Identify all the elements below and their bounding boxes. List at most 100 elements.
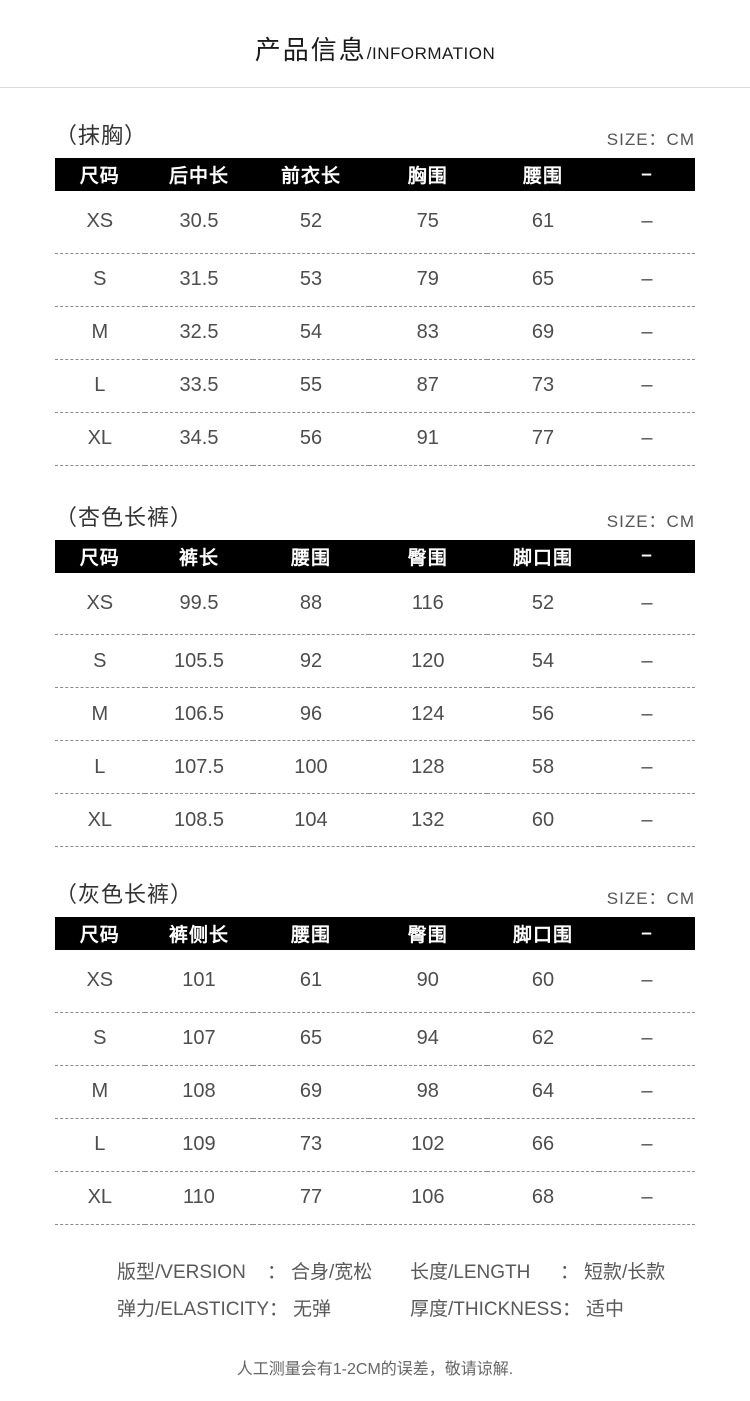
measurement-cell: 54 <box>486 634 599 688</box>
measurement-cell: 73 <box>486 359 599 413</box>
measurement-cell: 120 <box>368 634 487 688</box>
spec-value: 短款/长款 <box>584 1261 666 1283</box>
table-row: S 105.5 92 120 54– <box>55 634 695 688</box>
measurement-cell: – <box>598 687 695 741</box>
spec-value: 无弹 <box>293 1298 332 1320</box>
measurement-cell: 94 <box>368 1012 487 1066</box>
size-cell: M <box>55 306 145 360</box>
measurement-cell: 109 <box>144 1118 254 1172</box>
size-cell: XS <box>55 950 145 1013</box>
measurement-cell: 32.5 <box>144 306 254 360</box>
measurement-cell: 68 <box>486 1171 599 1225</box>
column-header: 尺码 <box>55 158 145 191</box>
spec-label: 长度/LENGTH <box>410 1261 531 1283</box>
spec-thickness: 厚度/THICKNESS： 适中 <box>410 1296 665 1323</box>
spec-colon: ： <box>267 1261 287 1283</box>
measurement-cell: 77 <box>486 412 599 466</box>
size-section-grey-pants: （灰色长裤） SIZE：CM 尺码 裤侧长 腰围 臀围 脚口围 – XS 101 6… <box>55 877 695 1225</box>
size-cell: M <box>55 1065 145 1119</box>
spec-elasticity: 弹力/ELASTICITY： 无弹 <box>117 1296 410 1323</box>
size-cell: L <box>55 359 145 413</box>
measurement-cell: 124 <box>368 687 487 741</box>
size-table-apricot-pants: 尺码 裤长 腰围 臀围 脚口围 – XS 99.5 88 116 52– S 105.5 92… <box>55 539 695 847</box>
measurement-cell: – <box>598 950 695 1013</box>
measurement-note: 人工测量会有1-2CM的误差，敬请谅解. <box>236 1360 514 1378</box>
measurement-cell: 106.5 <box>144 687 254 741</box>
measurement-cell: 88 <box>253 572 369 635</box>
table-row: XL 110 77 106 68– <box>55 1171 695 1225</box>
measurement-cell: 56 <box>486 687 599 741</box>
table-body: XS 30.5 52 75 61– S 31.5 53 79 65– M 32.5 54 83 69– L 33… <box>55 191 695 466</box>
spec-colon: ： <box>560 1261 580 1283</box>
product-specs: 版型/VERSION：合身/宽松 弹力/ELASTICITY： 无弹 长度/LEN… <box>117 1259 750 1333</box>
column-header: 胸围 <box>368 158 487 191</box>
measurement-cell: 83 <box>368 306 487 360</box>
measurement-cell: 106 <box>368 1171 487 1225</box>
section-title: （灰色长裤） <box>55 882 194 907</box>
measurement-cell: 101 <box>144 950 254 1013</box>
table-header-row: 尺码 裤侧长 腰围 臀围 脚口围 – <box>55 917 695 950</box>
page-title: 产品信息 <box>254 35 367 65</box>
page-title-en: /INFORMATION <box>366 44 496 63</box>
size-cell: M <box>55 687 145 741</box>
measurement-cell: – <box>598 572 695 635</box>
table-row: M 108 69 98 64– <box>55 1065 695 1119</box>
measurement-cell: 66 <box>486 1118 599 1172</box>
size-unit-label: SIZE：CM <box>606 130 695 149</box>
table-row: XL 34.5 56 91 77– <box>55 412 695 466</box>
specs-left-column: 版型/VERSION ：合身/宽松 弹力/ELASTICITY： 无弹 <box>117 1259 410 1333</box>
column-header: 裤侧长 <box>144 917 254 950</box>
specs-right-column: 长度/LENGTH ：短款/长款 厚度/THICKNESS： 适中 <box>410 1259 665 1333</box>
measurement-cell: 54 <box>253 306 369 360</box>
measurement-cell: 60 <box>486 793 599 847</box>
column-header: 脚口围 <box>486 539 599 573</box>
measurement-cell: 62 <box>486 1012 599 1066</box>
spec-colon: ： <box>562 1298 582 1320</box>
column-header: – <box>598 917 695 950</box>
size-section-apricot-pants: （杏色长裤） SIZE：CM 尺码 裤长 腰围 臀围 脚口围 – XS 99.5 8… <box>55 500 695 847</box>
section-head: （抹胸） SIZE：CM <box>55 118 695 150</box>
measurement-cell: – <box>598 1171 695 1225</box>
measurement-cell: 52 <box>253 191 369 254</box>
measurement-cell: – <box>598 306 695 360</box>
column-header: 尺码 <box>55 917 145 950</box>
column-header: 臀围 <box>368 917 487 950</box>
measurement-cell: 104 <box>253 793 369 847</box>
measurement-cell: 128 <box>368 740 487 794</box>
table-row: S 31.5 53 79 65– <box>55 253 695 307</box>
spec-label: 版型/VERSION <box>117 1261 246 1283</box>
size-cell: XS <box>55 191 145 254</box>
table-row: L 107.5 100 128 58– <box>55 740 695 794</box>
measurement-cell: 132 <box>368 793 487 847</box>
measurement-cell: 75 <box>368 191 487 254</box>
measurement-cell: 69 <box>253 1065 369 1119</box>
measurement-cell: – <box>598 359 695 413</box>
table-row: XL 108.5 104 132 60– <box>55 793 695 847</box>
size-section-tube-top: （抹胸） SIZE：CM 尺码 后中长 前衣长 胸围 腰围 – XS 30.5 52… <box>55 118 695 466</box>
measurement-cell: – <box>598 191 695 254</box>
measurement-cell: 87 <box>368 359 487 413</box>
column-header: 裤长 <box>144 539 254 573</box>
measurement-cell: 116 <box>368 572 487 635</box>
size-cell: S <box>55 253 145 307</box>
table-row: XS 101 61 90 60– <box>55 950 695 1013</box>
measurement-cell: 100 <box>253 740 369 794</box>
measurement-cell: 108.5 <box>144 793 254 847</box>
measurement-cell: 92 <box>253 634 369 688</box>
size-cell: XS <box>55 572 145 635</box>
measurement-cell: 110 <box>144 1171 254 1225</box>
size-unit-label: SIZE：CM <box>606 889 695 908</box>
section-title: （抹胸） <box>55 123 148 148</box>
measurement-cell: – <box>598 1118 695 1172</box>
column-header: 腰围 <box>253 539 369 573</box>
table-row: M 32.5 54 83 69– <box>55 306 695 360</box>
size-cell: XL <box>55 1171 145 1225</box>
measurement-cell: – <box>598 1012 695 1066</box>
spec-version: 版型/VERSION ：合身/宽松 <box>117 1259 410 1286</box>
spec-value: 合身/宽松 <box>291 1261 373 1283</box>
measurement-cell: 77 <box>253 1171 369 1225</box>
measurement-cell: 65 <box>253 1012 369 1066</box>
measurement-cell: 31.5 <box>144 253 254 307</box>
column-header: – <box>598 539 695 573</box>
